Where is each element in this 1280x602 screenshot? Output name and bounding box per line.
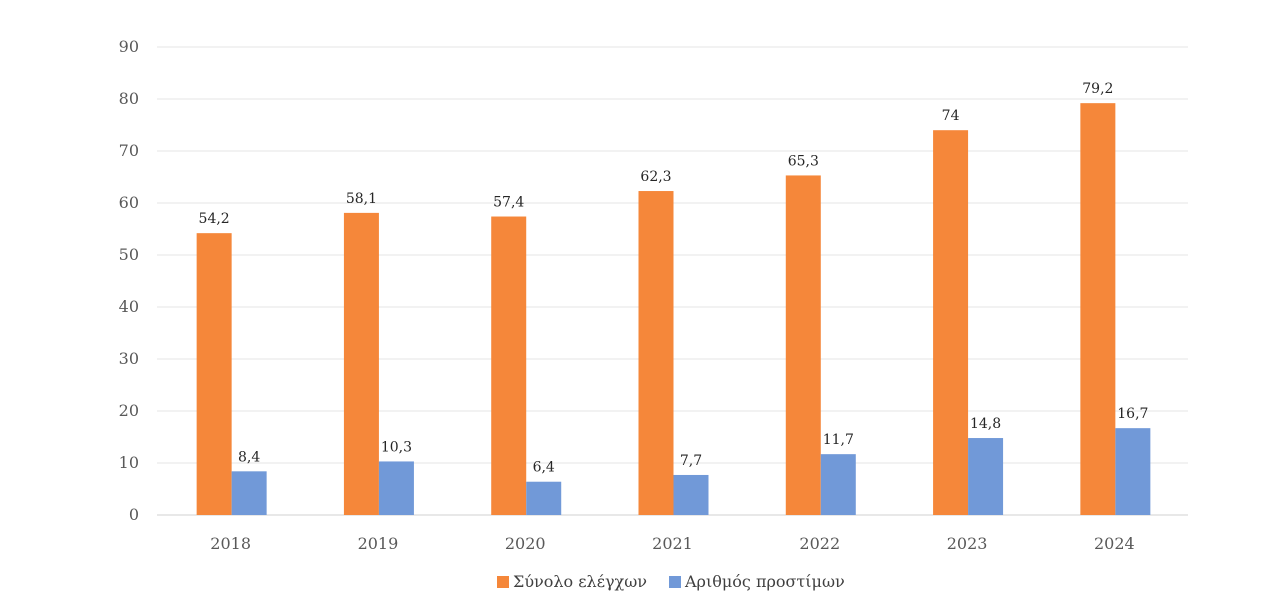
x-tick-label: 2023 [947,534,988,553]
legend-swatch-fines [669,576,681,588]
data-label-fines-2019: 10,3 [381,439,412,455]
bar-fines-2022 [820,454,856,515]
bar-fines-2020 [526,481,562,515]
legend: Σύνολο ελέγχων Αριθμός προστίμων [497,572,845,591]
legend-swatch-total-checks [497,576,509,588]
y-tick-label: 80 [119,89,139,108]
data-label-fines-2018: 8,4 [238,449,260,465]
x-tick-label: 2018 [210,534,251,553]
y-tick-label: 40 [119,297,139,316]
data-label-total-checks-2023: 74 [942,108,960,124]
x-tick-label: 2021 [652,534,693,553]
bar-fines-2024 [1115,428,1151,515]
bar-total-checks-2020 [491,216,527,515]
bar-total-checks-2018 [196,233,232,515]
data-label-total-checks-2018: 54,2 [199,211,230,227]
data-label-total-checks-2024: 79,2 [1082,81,1113,97]
bar-fines-2023 [968,438,1004,515]
data-label-total-checks-2022: 65,3 [788,153,819,169]
y-tick-label: 10 [119,453,139,472]
bars [196,103,1151,516]
bar-total-checks-2023 [933,130,969,515]
data-label-total-checks-2021: 62,3 [640,169,671,185]
bar-fines-2018 [231,471,267,515]
data-label-fines-2024: 16,7 [1117,406,1148,422]
data-label-fines-2022: 11,7 [823,432,854,448]
bar-total-checks-2022 [785,175,821,515]
data-labels: 54,2 8,4 58,1 10,3 57,4 6,4 62,3 7,7 65,3 11,7 74 1… [199,81,1149,476]
data-label-fines-2023: 14,8 [970,416,1001,432]
x-tick-label: 2022 [799,534,840,553]
x-tick-label: 2024 [1094,534,1135,553]
bar-fines-2021 [673,474,709,515]
y-tick-label: 0 [129,505,139,524]
y-tick-label: 50 [119,245,139,264]
bar-total-checks-2019 [343,212,379,515]
bar-fines-2019 [378,461,414,515]
y-axis-ticks: 0 10 20 30 40 50 60 70 80 90 [119,37,139,524]
data-label-fines-2021: 7,7 [680,453,702,469]
data-label-total-checks-2019: 58,1 [346,191,377,207]
y-tick-label: 90 [119,37,139,56]
y-tick-label: 20 [119,401,139,420]
y-tick-label: 60 [119,193,139,212]
y-tick-label: 30 [119,349,139,368]
legend-label-total-checks: Σύνολο ελέγχων [513,572,647,591]
data-label-fines-2020: 6,4 [533,460,555,476]
x-tick-label: 2019 [358,534,399,553]
data-label-total-checks-2020: 57,4 [493,195,524,211]
x-tick-label: 2020 [505,534,546,553]
bar-total-checks-2024 [1080,103,1116,515]
y-tick-label: 70 [119,141,139,160]
x-axis-ticks: 2018 2019 2020 2021 2022 2023 2024 [210,534,1134,553]
bar-total-checks-2021 [638,191,674,516]
legend-label-fines: Αριθμός προστίμων [684,572,845,591]
